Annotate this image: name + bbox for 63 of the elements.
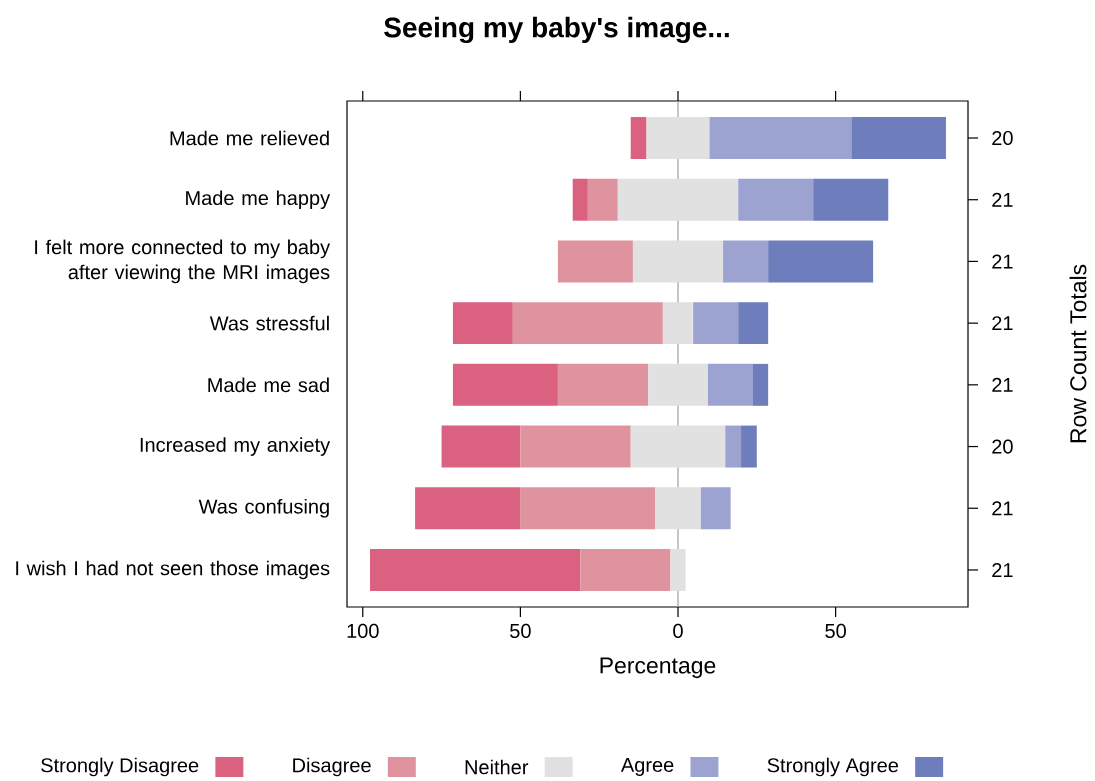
bar — [709, 117, 852, 159]
legend-label: Agree — [620, 758, 674, 776]
bar — [723, 240, 769, 283]
bar — [725, 425, 742, 468]
bar — [520, 425, 631, 468]
y2-tick-label: 20 — [992, 130, 1013, 146]
bar — [587, 178, 618, 221]
bar — [662, 302, 693, 345]
x-tick-label: 0 — [673, 623, 683, 639]
bar — [768, 240, 874, 283]
x-axis-title: Percentage — [600, 657, 716, 679]
y2-tick-label: 20 — [992, 439, 1013, 454]
y2-tick-label: 21 — [992, 192, 1013, 207]
y2-tick-label: 21 — [992, 377, 1013, 392]
bar — [646, 117, 710, 159]
bar — [557, 240, 633, 283]
bar — [738, 302, 769, 345]
bar — [655, 487, 701, 530]
y2-tick-label: 21 — [992, 316, 1013, 331]
y-tick-label: Made me happy — [186, 190, 331, 210]
bar — [707, 363, 754, 406]
bar — [370, 548, 581, 591]
y2-tick-label: 21 — [992, 562, 1013, 577]
y-tick-label: Made me sad — [208, 377, 329, 393]
y2-axis-title: Row Count Totals — [1069, 264, 1087, 443]
legend-label: Strongly Agree — [767, 757, 899, 777]
bar — [580, 548, 671, 591]
y-tick-label: I wish I had not seen those images — [16, 560, 330, 580]
bar — [630, 117, 647, 159]
y-tick-label: Made me relieved — [170, 130, 329, 146]
bar — [813, 178, 889, 221]
bar — [670, 548, 686, 591]
legend-label: Disagree — [293, 757, 371, 777]
bar — [557, 363, 649, 406]
bar — [617, 178, 738, 221]
bar — [738, 178, 814, 221]
y-tick-label: Was confusing — [198, 498, 329, 518]
bar — [630, 425, 726, 468]
bar — [415, 487, 521, 530]
y2-tick-label: 21 — [992, 501, 1013, 516]
y-tick-label: Was stressful — [209, 315, 329, 331]
y2-tick-label: 21 — [992, 254, 1013, 269]
bar — [452, 363, 558, 406]
legend-label: Neither — [465, 759, 529, 775]
y-tick-label: I felt more connected to my baby after viewing the MRI images — [35, 239, 331, 284]
chart-title: Seeing my baby's image... — [384, 16, 729, 44]
bar — [512, 302, 663, 345]
x-tick-label: 50 — [825, 623, 846, 639]
bar — [452, 302, 513, 345]
bar — [632, 240, 724, 283]
x-tick-label: 50 — [510, 623, 531, 639]
bar — [693, 302, 739, 345]
x-tick-label: 100 — [347, 623, 379, 639]
legend-label: Strongly Disagree — [41, 757, 199, 777]
bar — [753, 363, 769, 406]
bar — [648, 363, 708, 406]
y-tick-label: Increased my anxiety — [140, 437, 331, 456]
bar — [700, 487, 731, 530]
bar — [441, 425, 521, 468]
bar — [572, 178, 588, 221]
bar — [520, 487, 656, 530]
bar — [741, 425, 757, 468]
bar — [851, 117, 946, 159]
